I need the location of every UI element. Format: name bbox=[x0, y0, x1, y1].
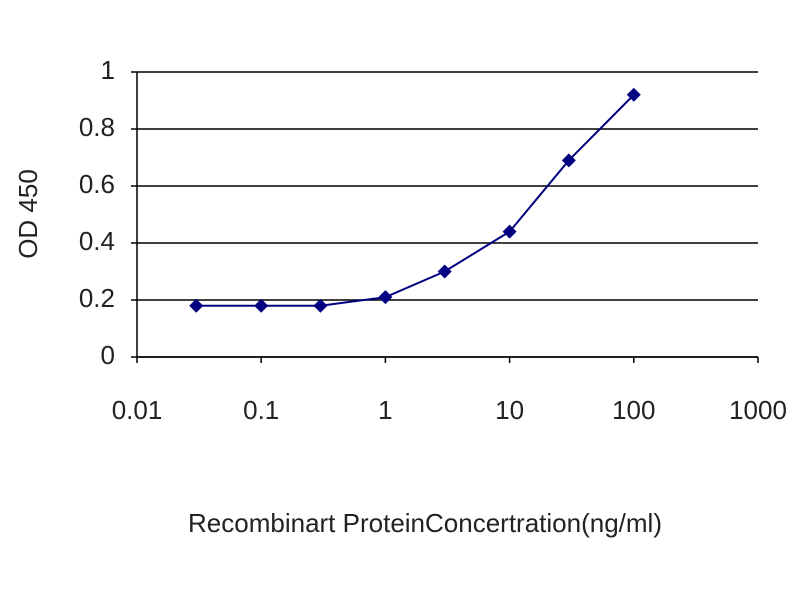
data-point bbox=[378, 290, 393, 305]
data-point bbox=[626, 87, 641, 102]
data-point bbox=[502, 224, 517, 239]
x-tick-label: 1 bbox=[378, 395, 392, 425]
x-tick-label: 10 bbox=[495, 395, 524, 425]
y-axis-label: OD 450 bbox=[13, 169, 43, 259]
data-point bbox=[437, 264, 452, 279]
y-tick-label: 0.6 bbox=[79, 169, 115, 199]
x-tick-label: 0.1 bbox=[243, 395, 279, 425]
data-point bbox=[313, 298, 328, 313]
series-line bbox=[196, 94, 635, 307]
x-axis-label: Recombinart ProteinConcertration(ng/ml) bbox=[188, 508, 662, 538]
data-point bbox=[254, 298, 269, 313]
y-tick-label: 0 bbox=[101, 340, 115, 370]
data-point bbox=[189, 298, 204, 313]
x-tick-label: 1000 bbox=[729, 395, 787, 425]
x-tick-label: 0.01 bbox=[112, 395, 163, 425]
data-point bbox=[561, 153, 576, 168]
y-tick-label: 0.8 bbox=[79, 112, 115, 142]
y-tick-label: 0.2 bbox=[79, 283, 115, 313]
y-tick-label: 1 bbox=[101, 55, 115, 85]
x-tick-label: 100 bbox=[612, 395, 655, 425]
y-tick-label: 0.4 bbox=[79, 226, 115, 256]
